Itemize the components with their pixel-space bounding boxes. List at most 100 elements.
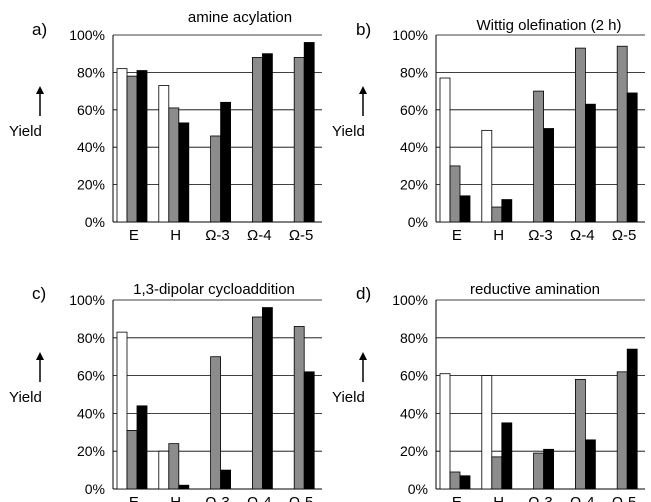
bar — [210, 135, 222, 223]
panel-letter: d) — [356, 284, 371, 303]
bar — [136, 70, 148, 223]
up-arrow-head-icon — [36, 352, 44, 360]
bar — [126, 75, 138, 223]
x-tick-label: E — [129, 227, 139, 244]
chart-panel-2: 0% 20% 40% 60% 80% 100% E H Ω-3 Ω-4 Ω-5 b) Wittig ol… — [332, 17, 645, 244]
y-tick-label: 80% — [400, 330, 428, 346]
x-tick-label: E — [452, 227, 462, 244]
bar — [116, 68, 128, 223]
y-tick-label: 60% — [400, 368, 428, 384]
x-tick-label: Ω-3 — [528, 494, 553, 502]
bar — [439, 373, 451, 490]
y-tick-label: 100% — [392, 292, 428, 308]
y-tick-label: 100% — [69, 292, 105, 308]
x-tick-label: Ω-5 — [612, 227, 637, 244]
bar — [626, 92, 638, 223]
bar — [251, 316, 263, 490]
y-tick-label: 0% — [85, 214, 105, 230]
bar — [210, 356, 222, 490]
bar — [126, 430, 138, 490]
x-tick-label: H — [493, 494, 504, 502]
bar — [481, 375, 493, 490]
bar — [459, 195, 471, 223]
y-axis-label: Yield — [332, 389, 365, 406]
bar — [533, 452, 544, 490]
bar — [616, 371, 628, 490]
bar — [501, 199, 513, 223]
x-tick-label: Ω-5 — [612, 494, 637, 502]
bar — [501, 422, 513, 490]
y-tick-label: 0% — [85, 481, 105, 497]
bar — [543, 448, 554, 490]
y-tick-label: 20% — [400, 177, 428, 193]
y-tick-label: 80% — [400, 64, 428, 80]
x-tick-label: Ω-4 — [247, 494, 272, 502]
y-tick-label: 40% — [77, 139, 105, 155]
bar — [449, 471, 461, 490]
y-tick-label: 40% — [400, 139, 428, 155]
x-tick-label: E — [129, 494, 139, 502]
bar — [575, 378, 586, 490]
y-tick-label: 80% — [77, 330, 105, 346]
bar — [481, 129, 493, 223]
y-tick-label: 60% — [77, 368, 105, 384]
chart-panel-1: 0% 20% 40% 60% 80% 100% E H Ω-3 Ω-4 Ω-5 a) amine acy… — [9, 9, 322, 244]
bar — [533, 90, 544, 223]
x-tick-label: Ω-5 — [289, 227, 314, 244]
bar — [491, 456, 503, 490]
y-axis-label: Yield — [332, 123, 365, 140]
bar — [220, 469, 232, 490]
x-tick-label: Ω-4 — [570, 494, 595, 502]
chart-title: reductive amination — [470, 281, 600, 298]
up-arrow-head-icon — [359, 86, 367, 94]
bar — [168, 443, 180, 490]
y-tick-label: 0% — [408, 481, 428, 497]
x-tick-label: H — [170, 494, 181, 502]
bar — [136, 405, 148, 490]
x-tick-label: E — [452, 494, 462, 502]
x-tick-label: Ω-3 — [205, 227, 230, 244]
x-tick-label: Ω-5 — [289, 494, 314, 502]
bar — [491, 206, 503, 223]
x-tick-label: Ω-3 — [205, 494, 230, 502]
panel-letter: b) — [356, 20, 371, 39]
x-tick-label: H — [493, 227, 504, 244]
y-tick-label: 40% — [400, 405, 428, 421]
up-arrow-head-icon — [36, 86, 44, 94]
bar — [158, 85, 170, 223]
y-axis-label: Yield — [9, 389, 42, 406]
chart-title: Wittig olefination (2 h) — [476, 17, 621, 34]
bar — [616, 45, 628, 223]
bar — [449, 165, 461, 223]
up-arrow-head-icon — [359, 352, 367, 360]
bar — [575, 47, 586, 223]
panel-letter: a) — [32, 20, 47, 39]
bar — [626, 348, 638, 490]
bar — [439, 77, 451, 223]
x-tick-label: Ω-3 — [528, 227, 553, 244]
bar — [168, 107, 180, 223]
bar — [293, 326, 305, 490]
bar — [251, 57, 263, 223]
x-tick-label: Ω-4 — [570, 227, 595, 244]
y-tick-label: 0% — [408, 214, 428, 230]
bar — [261, 307, 273, 490]
bar — [459, 475, 471, 490]
x-tick-label: Ω-4 — [247, 227, 272, 244]
chart-title: amine acylation — [188, 9, 292, 26]
y-tick-label: 60% — [400, 102, 428, 118]
x-tick-label: H — [170, 227, 181, 244]
panel-letter: c) — [32, 284, 46, 303]
bar — [303, 371, 315, 490]
y-tick-label: 60% — [77, 102, 105, 118]
bar — [543, 128, 554, 223]
y-tick-label: 20% — [400, 443, 428, 459]
y-tick-label: 100% — [69, 27, 105, 43]
bar — [293, 57, 305, 223]
bar — [178, 484, 190, 490]
bar — [116, 331, 128, 490]
chart-panel-4: 0% 20% 40% 60% 80% 100% E H Ω-3 Ω-4 Ω-5 d) reductive… — [332, 281, 645, 502]
bar — [178, 122, 190, 223]
y-tick-label: 20% — [77, 177, 105, 193]
